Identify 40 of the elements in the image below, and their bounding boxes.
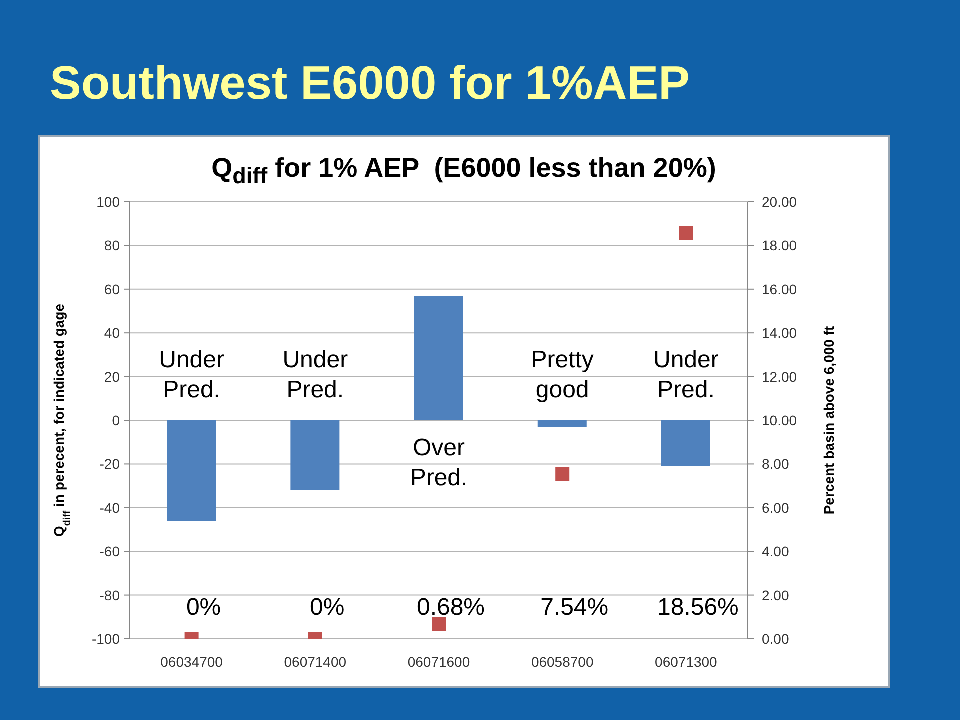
chart-title: Southwest E6000 for 1%AEP bbox=[50, 55, 690, 110]
x-tick-label: 06034700 bbox=[160, 654, 224, 670]
annotation: Under Pred. bbox=[282, 346, 348, 404]
y2-tick-label: 6.00 bbox=[762, 500, 790, 516]
annotation: Over Pred. bbox=[410, 434, 468, 492]
y-tick-label: 80 bbox=[104, 238, 120, 254]
annotation: 18.56% bbox=[657, 594, 739, 621]
annotation: Under Pred. bbox=[159, 346, 224, 404]
y-tick-label: -80 bbox=[100, 587, 120, 604]
x-tick-label: 06071600 bbox=[408, 654, 470, 670]
y-tick-label: -100 bbox=[92, 630, 120, 647]
y2-tick-label: 14.00 bbox=[762, 325, 798, 342]
annotation: 0% bbox=[186, 594, 222, 621]
x-tick-label: 06058700 bbox=[531, 654, 594, 670]
annotation: 7.54% bbox=[540, 594, 609, 621]
x-tick-label: 06071400 bbox=[284, 654, 347, 670]
annotation: Pretty good bbox=[531, 346, 594, 404]
chart-subtitle: Q$_{diff}$ for 1% AEP (E6000 less than 20%) bbox=[210, 153, 718, 190]
y2-tick-label: 2.00 bbox=[762, 587, 790, 604]
y2-tick-label: 0.00 bbox=[762, 630, 790, 647]
y-tick-label: 20 bbox=[104, 368, 120, 385]
y2-tick-label: 4.00 bbox=[762, 544, 790, 560]
x-tick-label: 06071300 bbox=[655, 654, 718, 670]
y-tick-label: -20 bbox=[100, 456, 120, 472]
y2-tick-label: 12.00 bbox=[762, 368, 798, 385]
y-tick-label: 60 bbox=[104, 281, 120, 298]
y2-tick-label: 8.00 bbox=[762, 456, 790, 472]
annotation: Under Pred. bbox=[654, 346, 719, 404]
y2-axis-title: Percent basin above 6,000 ft bbox=[821, 326, 837, 515]
y2-tick-label: 20.00 bbox=[762, 194, 798, 210]
y-tick-label: 100 bbox=[96, 194, 120, 210]
y-tick-label: -40 bbox=[100, 500, 120, 516]
y2-tick-label: 18.00 bbox=[762, 238, 798, 254]
y-tick-label: 0 bbox=[112, 412, 120, 428]
y2-tick-label: 10.00 bbox=[762, 412, 798, 428]
y2-tick-label: 16.00 bbox=[762, 281, 798, 298]
y-tick-label: -60 bbox=[100, 544, 120, 560]
annotation: 0% bbox=[310, 594, 345, 621]
y-tick-label: 40 bbox=[104, 325, 120, 342]
annotation: 0.68% bbox=[416, 594, 486, 621]
